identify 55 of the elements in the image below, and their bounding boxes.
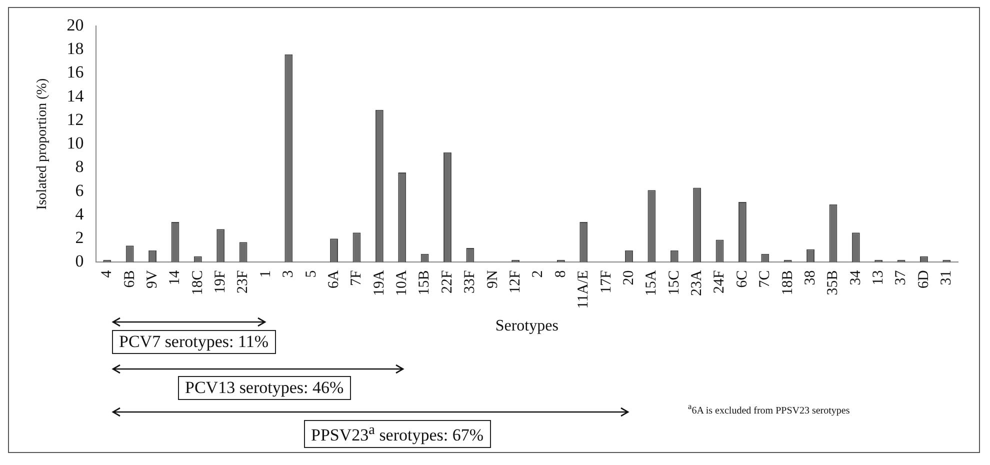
x-tick-label: 20 (620, 270, 637, 286)
y-axis-title: Isolated proportion (%) (35, 78, 50, 210)
x-tick-label: 2 (530, 270, 546, 278)
y-tick-label: 6 (75, 180, 84, 200)
x-tick-label: 7F (348, 270, 365, 286)
x-tick-label: 5 (303, 270, 320, 278)
x-tick-label: 6B (122, 270, 138, 288)
x-tick-label: 18C (190, 270, 206, 296)
y-tick-label: 14 (66, 86, 84, 106)
x-tick-label: 24F (712, 270, 728, 294)
text: $^{a}$6A is excluded from PPSV23 serotypes (688, 402, 850, 416)
x-tick-label: 15B (416, 270, 433, 296)
x-tick-label: 35B (825, 270, 842, 296)
x-tick-label: 14 (167, 270, 184, 286)
x-tick-label: 13 (870, 270, 887, 286)
y-tick-label: 18 (66, 39, 84, 58)
x-tick-label: 6D (916, 270, 932, 289)
x-tick-label: 15A (644, 270, 660, 296)
x-tick-label: 3 (280, 270, 297, 278)
x-tick-label: 9N (484, 270, 501, 289)
x-tick-label: 9V (144, 270, 160, 289)
x-tick-label: 37 (893, 270, 910, 286)
y-tick-label: 16 (66, 62, 84, 82)
x-tick-label: 33F (462, 270, 478, 294)
x-tick-label: 4 (99, 270, 116, 278)
text: PCV7 serotypes: 11% (112, 330, 276, 354)
x-tick-label: 10A (394, 270, 410, 296)
x-tick-label: 6C (734, 270, 750, 288)
x-tick-label: 22F (439, 270, 456, 294)
x-tick-label: 7C (757, 270, 774, 288)
x-tick-label: 15C (666, 270, 682, 296)
text: PCV13 serotypes: 46% (178, 376, 351, 400)
x-tick-label: 18B (780, 270, 796, 296)
x-tick-label: 38 (802, 270, 818, 286)
x-tick-label: 11A/E (576, 270, 592, 309)
y-tick-label: 12 (66, 110, 84, 129)
x-tick-label: 1 (258, 270, 274, 278)
x-axis-title: Serotypes (495, 318, 558, 335)
y-tick-label: 2 (75, 228, 84, 248)
x-tick-label: 19A (371, 270, 388, 296)
y-tick-label: 8 (75, 157, 84, 176)
x-tick-label: 6A (326, 270, 342, 289)
x-tick-label: 23A (689, 270, 706, 296)
y-tick-label: 0 (75, 252, 84, 271)
y-tick-label: 4 (75, 204, 84, 224)
x-tick-label: 31 (938, 270, 955, 286)
x-tick-label: 34 (848, 270, 864, 286)
y-tick-label: 20 (66, 15, 84, 34)
x-tick-label: 19F (212, 270, 229, 294)
y-tick-label: 10 (66, 134, 84, 153)
text: PPSV23$^{a}$ serotypes: 67% (304, 420, 491, 448)
x-tick-label: 23F (235, 270, 252, 294)
x-tick-label: 17F (598, 270, 614, 294)
x-tick-label: 12F (507, 270, 524, 294)
x-tick-label: 8 (552, 270, 569, 278)
